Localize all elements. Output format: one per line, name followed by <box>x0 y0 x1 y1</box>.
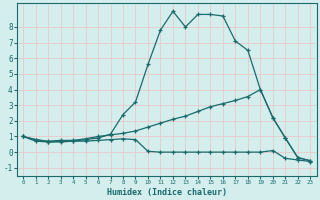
X-axis label: Humidex (Indice chaleur): Humidex (Indice chaleur) <box>107 188 227 197</box>
